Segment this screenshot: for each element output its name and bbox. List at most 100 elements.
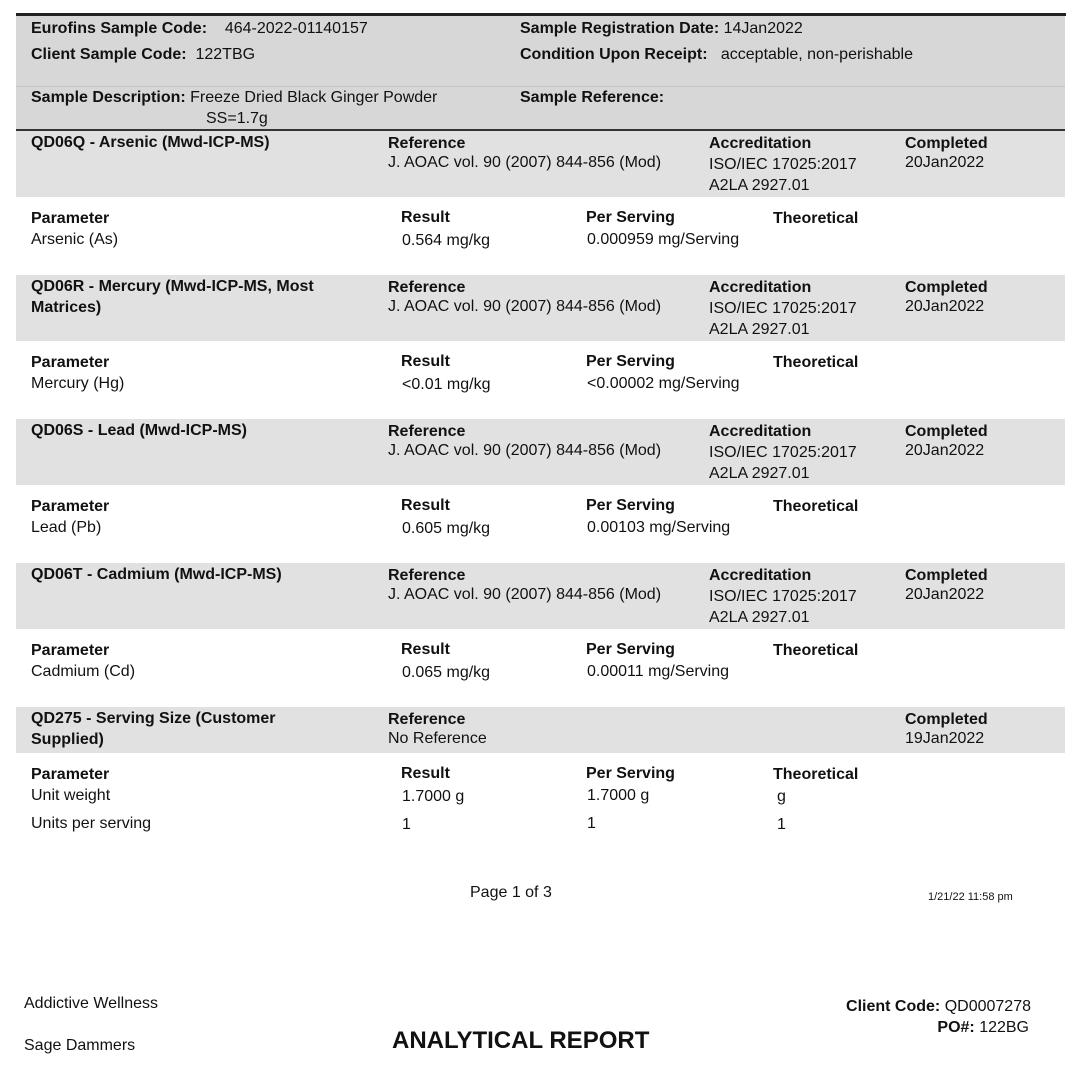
header-rule bbox=[16, 129, 1065, 131]
per-serving-header: Per Serving bbox=[586, 209, 675, 226]
parameter-header: Parameter bbox=[31, 498, 110, 515]
test-title-line2: Supplied) bbox=[31, 731, 104, 748]
accreditation-value-line2: A2LA 2927.01 bbox=[709, 321, 810, 338]
result-header: Result bbox=[401, 641, 450, 658]
reference-value: J. AOAC vol. 90 (2007) 844-856 (Mod) bbox=[388, 586, 662, 603]
per-serving-value: 1.7000 g bbox=[587, 787, 650, 804]
parameter-name: Unit weight bbox=[31, 787, 111, 804]
parameter-header: Parameter bbox=[31, 210, 110, 227]
accreditation-label: Accreditation bbox=[709, 567, 812, 584]
result-header: Result bbox=[401, 209, 450, 226]
completed-label: Completed bbox=[905, 423, 988, 440]
po-number: PO#: 122BG bbox=[937, 1019, 1029, 1036]
test-title: QD06R - Mercury (Mwd-ICP-MS, Most bbox=[31, 278, 314, 295]
sample-description: Sample Description: Freeze Dried Black G… bbox=[31, 89, 438, 106]
parameter-name: Cadmium (Cd) bbox=[31, 663, 136, 680]
condition-upon-receipt: Condition Upon Receipt: acceptable, non-… bbox=[520, 46, 914, 63]
accreditation-value-line2: A2LA 2927.01 bbox=[709, 177, 810, 194]
reference-value: J. AOAC vol. 90 (2007) 844-856 (Mod) bbox=[388, 154, 662, 171]
completed-label: Completed bbox=[905, 135, 988, 152]
test-section: QD06S - Lead (Mwd-ICP-MS) Reference J. AOA… bbox=[16, 419, 1065, 563]
eurofins-sample-code: Eurofins Sample Code: 464-2022-01140157 bbox=[31, 20, 368, 37]
test-title-line2: Matrices) bbox=[31, 299, 102, 316]
parameter-header: Parameter bbox=[31, 354, 110, 371]
sample-info-header bbox=[16, 16, 1065, 130]
reference-label: Reference bbox=[388, 135, 466, 152]
client-sample-code: Client Sample Code: 122TBG bbox=[31, 46, 256, 63]
test-section: QD06Q - Arsenic (Mwd-ICP-MS) Reference J. … bbox=[16, 131, 1065, 275]
test-title: QD06T - Cadmium (Mwd-ICP-MS) bbox=[31, 566, 282, 583]
completed-date: 20Jan2022 bbox=[905, 442, 985, 459]
report-title: ANALYTICAL REPORT bbox=[392, 1027, 650, 1054]
accreditation-value-line2: A2LA 2927.01 bbox=[709, 465, 810, 482]
completed-label: Completed bbox=[905, 567, 988, 584]
registration-date: Sample Registration Date: 14Jan2022 bbox=[520, 20, 803, 37]
result-value: <0.01 mg/kg bbox=[402, 376, 491, 393]
client-name: Addictive Wellness bbox=[24, 995, 158, 1012]
test-title: QD275 - Serving Size (Customer bbox=[31, 710, 276, 727]
result-value: 0.564 mg/kg bbox=[402, 232, 491, 249]
result-value: 1.7000 g bbox=[402, 788, 465, 805]
accreditation-value: ISO/IEC 17025:2017 bbox=[709, 156, 857, 173]
sample-reference: Sample Reference: bbox=[520, 89, 665, 106]
result-value: 0.605 mg/kg bbox=[402, 520, 491, 537]
contact-name: Sage Dammers bbox=[24, 1037, 136, 1054]
reference-value: No Reference bbox=[388, 730, 487, 747]
theoretical-header: Theoretical bbox=[773, 210, 859, 227]
reference-value: J. AOAC vol. 90 (2007) 844-856 (Mod) bbox=[388, 298, 662, 315]
reference-label: Reference bbox=[388, 423, 466, 440]
result-header: Result bbox=[401, 765, 450, 782]
test-section: QD06R - Mercury (Mwd-ICP-MS, Most Matrice… bbox=[16, 275, 1065, 419]
accreditation-label: Accreditation bbox=[709, 423, 812, 440]
test-title: QD06S - Lead (Mwd-ICP-MS) bbox=[31, 422, 248, 439]
print-timestamp: 1/21/22 11:58 pm bbox=[928, 891, 1013, 903]
parameter-table: Parameter Result Per Serving Theoretical Cad… bbox=[16, 629, 1065, 707]
test-sections: QD06Q - Arsenic (Mwd-ICP-MS) Reference J. … bbox=[16, 131, 1065, 833]
reference-label: Reference bbox=[388, 279, 466, 296]
client-code: Client Code: QD0007278 bbox=[846, 998, 1031, 1015]
theoretical-header: Theoretical bbox=[773, 642, 859, 659]
parameter-name: Arsenic (As) bbox=[31, 231, 119, 248]
parameter-name: Units per serving bbox=[31, 815, 152, 832]
per-serving-value: <0.00002 mg/Serving bbox=[587, 375, 740, 392]
parameter-table: Parameter Result Per Serving Theoretical Uni… bbox=[16, 753, 1065, 833]
parameter-table: Parameter Result Per Serving Theoretical Lea… bbox=[16, 485, 1065, 563]
completed-date: 20Jan2022 bbox=[905, 586, 985, 603]
completed-date: 19Jan2022 bbox=[905, 730, 985, 747]
result-header: Result bbox=[401, 497, 450, 514]
per-serving-value: 0.00103 mg/Serving bbox=[587, 519, 731, 536]
completed-label: Completed bbox=[905, 279, 988, 296]
reference-label: Reference bbox=[388, 711, 466, 728]
per-serving-value: 0.000959 mg/Serving bbox=[587, 231, 740, 248]
per-serving-header: Per Serving bbox=[586, 353, 675, 370]
sample-description-line2: SS=1.7g bbox=[206, 110, 268, 127]
accreditation-value: ISO/IEC 17025:2017 bbox=[709, 300, 857, 317]
per-serving-value: 1 bbox=[587, 815, 596, 832]
accreditation-value-line2: A2LA 2927.01 bbox=[709, 609, 810, 626]
top-rule bbox=[16, 13, 1066, 16]
test-header: QD06T - Cadmium (Mwd-ICP-MS) Reference J. … bbox=[16, 563, 1065, 629]
completed-label: Completed bbox=[905, 711, 988, 728]
parameter-header: Parameter bbox=[31, 642, 110, 659]
result-header: Result bbox=[401, 353, 450, 370]
test-header: QD06S - Lead (Mwd-ICP-MS) Reference J. AOA… bbox=[16, 419, 1065, 485]
theoretical-value: 1 bbox=[777, 816, 786, 833]
theoretical-header: Theoretical bbox=[773, 766, 859, 783]
per-serving-header: Per Serving bbox=[586, 641, 675, 658]
per-serving-header: Per Serving bbox=[586, 765, 675, 782]
parameter-name: Lead (Pb) bbox=[31, 519, 102, 536]
parameter-table: Parameter Result Per Serving Theoretical Ars… bbox=[16, 197, 1065, 275]
test-header: QD275 - Serving Size (Customer Supplied) R… bbox=[16, 707, 1065, 753]
test-section: QD275 - Serving Size (Customer Supplied) R… bbox=[16, 707, 1065, 833]
theoretical-value: g bbox=[777, 788, 786, 805]
accreditation-label: Accreditation bbox=[709, 279, 812, 296]
per-serving-value: 0.00011 mg/Serving bbox=[587, 663, 730, 680]
reference-value: J. AOAC vol. 90 (2007) 844-856 (Mod) bbox=[388, 442, 662, 459]
reference-label: Reference bbox=[388, 567, 466, 584]
theoretical-header: Theoretical bbox=[773, 354, 859, 371]
parameter-table: Parameter Result Per Serving Theoretical Mer… bbox=[16, 341, 1065, 419]
result-value: 1 bbox=[402, 816, 411, 833]
accreditation-value: ISO/IEC 17025:2017 bbox=[709, 588, 857, 605]
parameter-header: Parameter bbox=[31, 766, 110, 783]
